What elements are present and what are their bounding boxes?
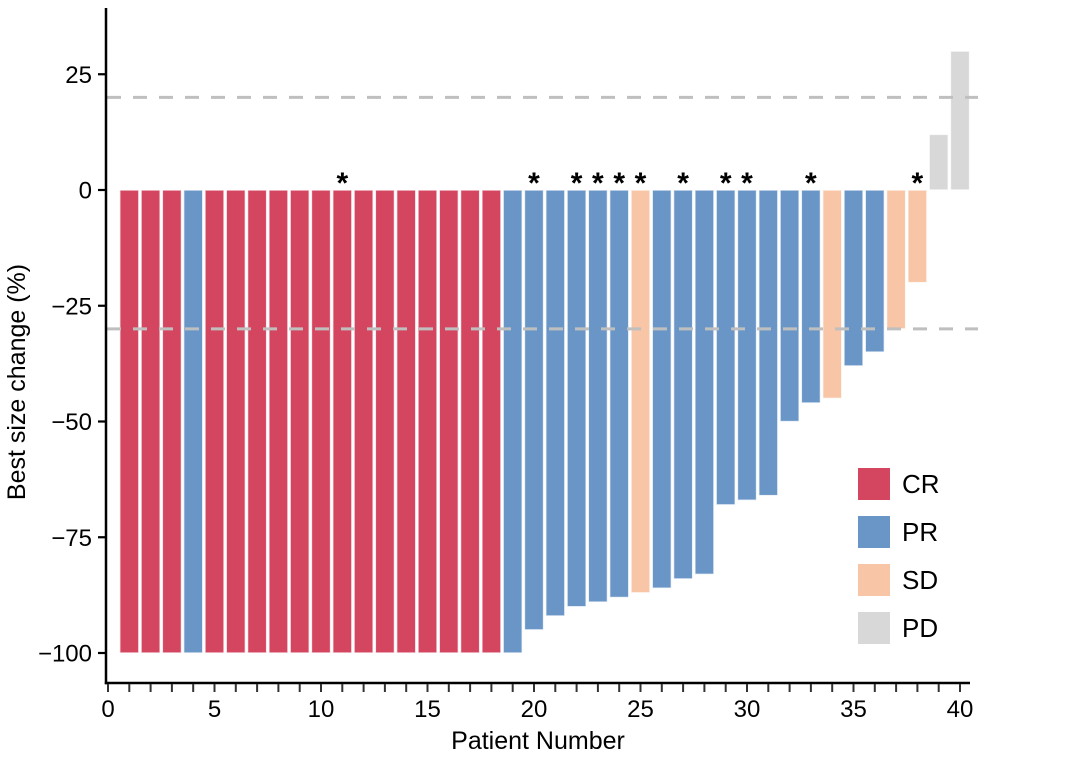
legend: CR PR SD PD [858, 468, 940, 644]
bar-patient-15 [417, 189, 438, 654]
bar-patient-34 [822, 189, 843, 400]
bar-patient-25 [630, 189, 651, 594]
y-tick-label--25: −25 [51, 293, 92, 320]
bar-patient-7 [246, 189, 268, 654]
asterisk-layer: * * * * * * * * * * * [336, 167, 923, 200]
legend-swatch-pd [858, 612, 890, 644]
asterisk-patient-30: * [741, 167, 753, 200]
bar-patient-27 [672, 189, 694, 580]
x-tick-label-40: 40 [947, 696, 974, 723]
bar-patient-8 [268, 189, 289, 654]
bar-patient-37 [885, 189, 907, 330]
bar-patient-11 [332, 189, 353, 654]
bar-patient-33 [800, 189, 822, 404]
bars-layer [119, 50, 971, 654]
legend-item-pd: PD [858, 612, 938, 644]
axes-layer: 25 0 −25 −50 −75 −100 0 5 10 15 20 25 30 35 40 [38, 8, 973, 723]
asterisk-patient-24: * [613, 167, 625, 200]
legend-swatch-sd [858, 564, 890, 596]
bar-patient-30 [736, 189, 758, 501]
bar-patient-22 [566, 189, 587, 608]
bar-patient-36 [864, 189, 885, 353]
bar-patient-40 [949, 50, 971, 191]
bar-patient-38 [907, 189, 928, 284]
bar-patient-19 [502, 189, 523, 654]
bar-patient-21 [545, 189, 566, 617]
bar-patient-3 [161, 189, 183, 654]
bar-patient-10 [310, 189, 332, 654]
bar-patient-13 [374, 189, 396, 654]
x-tick-label-0: 0 [101, 696, 114, 723]
bar-patient-18 [481, 189, 502, 654]
bar-patient-17 [459, 189, 481, 654]
asterisk-patient-33: * [805, 167, 817, 200]
bar-patient-20 [523, 189, 545, 631]
x-axis-title: Patient Number [451, 727, 625, 755]
asterisk-patient-22: * [571, 167, 583, 200]
legend-label-cr: CR [902, 469, 940, 499]
asterisk-patient-38: * [912, 167, 924, 200]
y-tick-label--75: −75 [51, 525, 92, 552]
legend-item-pr: PR [858, 516, 938, 548]
asterisk-patient-20: * [528, 167, 540, 200]
bar-patient-12 [353, 189, 374, 654]
x-tick-label-15: 15 [414, 696, 441, 723]
x-tick-label-30: 30 [734, 696, 761, 723]
bar-patient-14 [396, 189, 417, 654]
asterisk-patient-11: * [336, 167, 348, 200]
bar-patient-6 [225, 189, 246, 654]
bar-patient-29 [715, 189, 736, 506]
asterisk-patient-29: * [720, 167, 732, 200]
x-tick-label-25: 25 [627, 696, 654, 723]
bar-patient-35 [843, 189, 864, 367]
asterisk-patient-23: * [592, 167, 604, 200]
bar-patient-5 [204, 189, 225, 654]
legend-swatch-cr [858, 468, 890, 500]
legend-label-sd: SD [902, 565, 938, 595]
x-tick-label-35: 35 [840, 696, 867, 723]
bar-patient-4 [183, 189, 204, 654]
asterisk-patient-27: * [677, 167, 689, 200]
x-tick-label-10: 10 [308, 696, 335, 723]
y-tick-label--100: −100 [38, 641, 92, 668]
bar-patient-2 [140, 189, 161, 654]
legend-item-cr: CR [858, 468, 940, 500]
bar-patient-31 [758, 189, 779, 497]
legend-item-sd: SD [858, 564, 938, 596]
y-tick-label-0: 0 [79, 178, 92, 205]
bar-patient-1 [119, 189, 140, 654]
bar-patient-23 [587, 189, 609, 603]
bar-patient-24 [609, 189, 630, 599]
bar-patient-32 [779, 189, 800, 423]
legend-label-pr: PR [902, 517, 938, 547]
y-tick-label-25: 25 [65, 62, 92, 89]
x-tick-label-20: 20 [521, 696, 548, 723]
bar-patient-16 [438, 189, 459, 654]
y-tick-label--50: −50 [51, 409, 92, 436]
bar-patient-9 [289, 189, 310, 654]
y-axis-title: Best size change (%) [3, 264, 31, 500]
asterisk-patient-25: * [635, 167, 647, 200]
bar-patient-28 [694, 189, 715, 575]
bar-patient-26 [651, 189, 672, 589]
x-tick-label-5: 5 [208, 696, 221, 723]
bar-patient-39 [928, 133, 949, 191]
legend-label-pd: PD [902, 613, 938, 643]
legend-swatch-pr [858, 516, 890, 548]
